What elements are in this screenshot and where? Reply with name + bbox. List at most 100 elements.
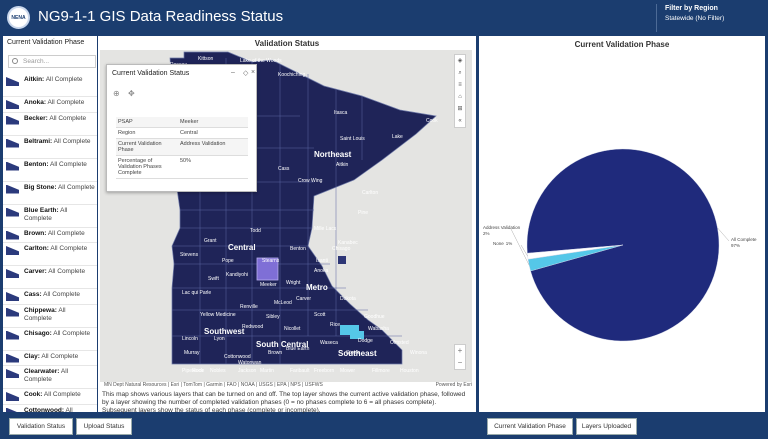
home-icon[interactable]: ⌂ [458,94,462,100]
county-label: Faribault [290,368,310,374]
county-list[interactable]: Aitkin: All Complete Anoka: All Complete B… [3,74,97,412]
popup-value: Address Validation [178,138,248,156]
collapse-icon[interactable]: « [458,118,462,124]
zoom-out-button[interactable]: − [457,358,463,367]
county-label: Redwood [242,324,264,330]
list-item[interactable]: Chippewa: All Complete [3,305,97,328]
powered-by[interactable]: Powered by Esri [435,382,472,388]
region-label: Northeast [314,150,352,159]
county-label: Chisago [332,246,351,252]
county-label: Freeborn [314,368,335,374]
pie-slice-label: None 1% [493,241,512,247]
county-status: All Complete [24,368,69,383]
list-item[interactable]: Big Stone: All Complete [3,182,97,205]
county-name: Aitkin: [24,76,45,83]
list-item[interactable]: Becker: All Complete [3,113,97,136]
list-item[interactable]: Cass: All Complete [3,289,97,305]
move-icon[interactable]: ✥ [127,89,135,98]
county-label: Renville [240,304,258,310]
list-item[interactable]: Blue Earth: All Complete [3,205,97,228]
county-label: Rice [330,322,341,328]
search-input[interactable]: Search... [8,55,96,68]
region-label: Central [228,243,256,252]
county-label: Aitkin [336,162,349,168]
popup-title: Current Validation Status [112,70,190,77]
logo-text: NENA [11,14,26,21]
list-item[interactable]: Carver: All Complete [3,266,97,289]
zoom-to-icon[interactable]: ⊕ [113,89,120,98]
list-item-text: Blue Earth: All Complete [24,207,95,223]
popup-attribute-table: PSAP Meeker Region Central Current Validatio… [116,117,248,179]
search-map-icon[interactable]: ⌕ [458,70,462,76]
close-icon[interactable]: × [251,69,256,76]
county-label: Lincoln [182,336,198,342]
list-item-text: Chisago: All Complete [24,330,90,338]
county-label: Murray [184,350,200,356]
flag-icon [6,330,19,340]
map-description: This map shows various layers that can b… [102,391,466,414]
county-label: Itasca [334,110,348,116]
county-label: Meeker [260,282,277,288]
list-item[interactable]: Anoka: All Complete [3,97,97,113]
county-name: Beltrami: [24,137,53,145]
layers-icon[interactable]: ◈ [457,58,463,64]
flag-icon [6,77,19,86]
county-status: All Complete [50,245,88,252]
county-name: Benton: [24,160,49,168]
list-item[interactable]: Carlton: All Complete [3,243,97,266]
county-name: Blue Earth: [24,206,59,214]
flag-icon [6,207,19,217]
list-item-text: Benton: All Complete [24,161,87,169]
list-item[interactable]: Clay: All Complete [3,351,97,366]
list-panel-title: Current Validation Phase [7,39,85,46]
tab-current-validation-phase[interactable]: Current Validation Phase [487,418,573,435]
county-label: Dakota [340,296,356,302]
list-item[interactable]: Clearwater: All Complete [3,366,97,389]
county-label: Todd [250,228,261,234]
popup-label: Current Validation Phase [116,138,178,156]
list-item[interactable]: Brown: All Complete [3,228,97,243]
region-label: Southwest [204,327,245,336]
list-item[interactable]: Cottonwood: All Complete [3,405,97,413]
county-status: All Complete [53,329,91,337]
slice-name: Address Validation [483,225,521,230]
county-name: Chisago: [24,329,52,337]
map-title: Validation Status [254,39,320,48]
tab-layers-uploaded[interactable]: Layers Uploaded [576,418,637,435]
county-label: Olmsted [390,340,409,346]
tab-validation-status[interactable]: Validation Status [9,418,73,435]
list-item-text: Aitkin: All Complete [24,76,83,84]
filter-title: Filter by Region [665,5,718,12]
county-status: All Complete [43,291,81,298]
slice-name: None [493,241,504,246]
dock-icon[interactable]: ◇ [243,70,249,77]
list-item[interactable]: Aitkin: All Complete [3,74,97,97]
attribution-text: MN Dept Natural Resources | Esri | TomTo… [104,382,323,388]
popup-label: Region [116,127,178,139]
zoom-in-button[interactable]: + [457,346,463,355]
basemap-icon[interactable]: ⊞ [457,106,463,112]
filter-value[interactable]: Statewide (No Filter) [665,15,725,22]
list-item-text: Clay: All Complete [24,353,78,361]
list-item[interactable]: Beltrami: All Complete [3,136,97,159]
region-filter[interactable]: Filter by Region Statewide (No Filter) [656,4,764,32]
popup-row: PSAP Meeker [116,117,248,128]
county-status: All Complete [57,183,95,191]
minimize-icon[interactable]: – [231,69,235,76]
list-item-text: Clearwater: All Complete [24,368,95,384]
pie-slice[interactable] [527,244,624,260]
county-status: All Complete [43,391,81,398]
county-status: All Complete [65,406,73,413]
flag-icon [6,138,19,148]
map-view[interactable]: RoseauKittsonLake of the WoodsKoochichin… [100,50,472,382]
tab-upload-status[interactable]: Upload Status [76,418,132,435]
county-label: Houston [400,368,419,374]
pie-chart[interactable] [479,36,765,412]
list-item[interactable]: Chisago: All Complete [3,328,97,351]
list-item[interactable]: Benton: All Complete [3,159,97,182]
map-toolbar: ◈ ⌕ ≡ ⌂ ⊞ « [454,54,466,128]
flag-icon [6,407,19,412]
legend-icon[interactable]: ≡ [458,82,462,88]
list-item[interactable]: Cook: All Complete [3,389,97,405]
pie-leader-line [510,228,530,266]
